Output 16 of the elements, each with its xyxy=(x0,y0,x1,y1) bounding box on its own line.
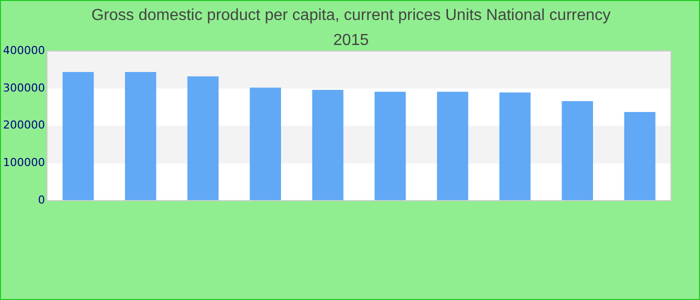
y-tick-label: 0 xyxy=(38,193,45,206)
y-tick-label: 300000 xyxy=(2,81,45,94)
y-tick-label: 200000 xyxy=(2,118,45,132)
bar xyxy=(562,101,593,200)
bar xyxy=(436,92,468,200)
bar xyxy=(624,112,656,200)
bar xyxy=(124,72,156,200)
y-tick-label: 100000 xyxy=(2,156,45,170)
bar xyxy=(187,76,219,200)
bar xyxy=(374,92,406,200)
bar xyxy=(499,92,531,200)
bar xyxy=(250,88,281,200)
chart-title: Gross domestic product per capita, current prices Units National currency 2015 xyxy=(90,6,612,51)
bar xyxy=(312,90,344,200)
bar xyxy=(62,72,94,200)
y-tick-label: 400000 xyxy=(2,44,45,57)
